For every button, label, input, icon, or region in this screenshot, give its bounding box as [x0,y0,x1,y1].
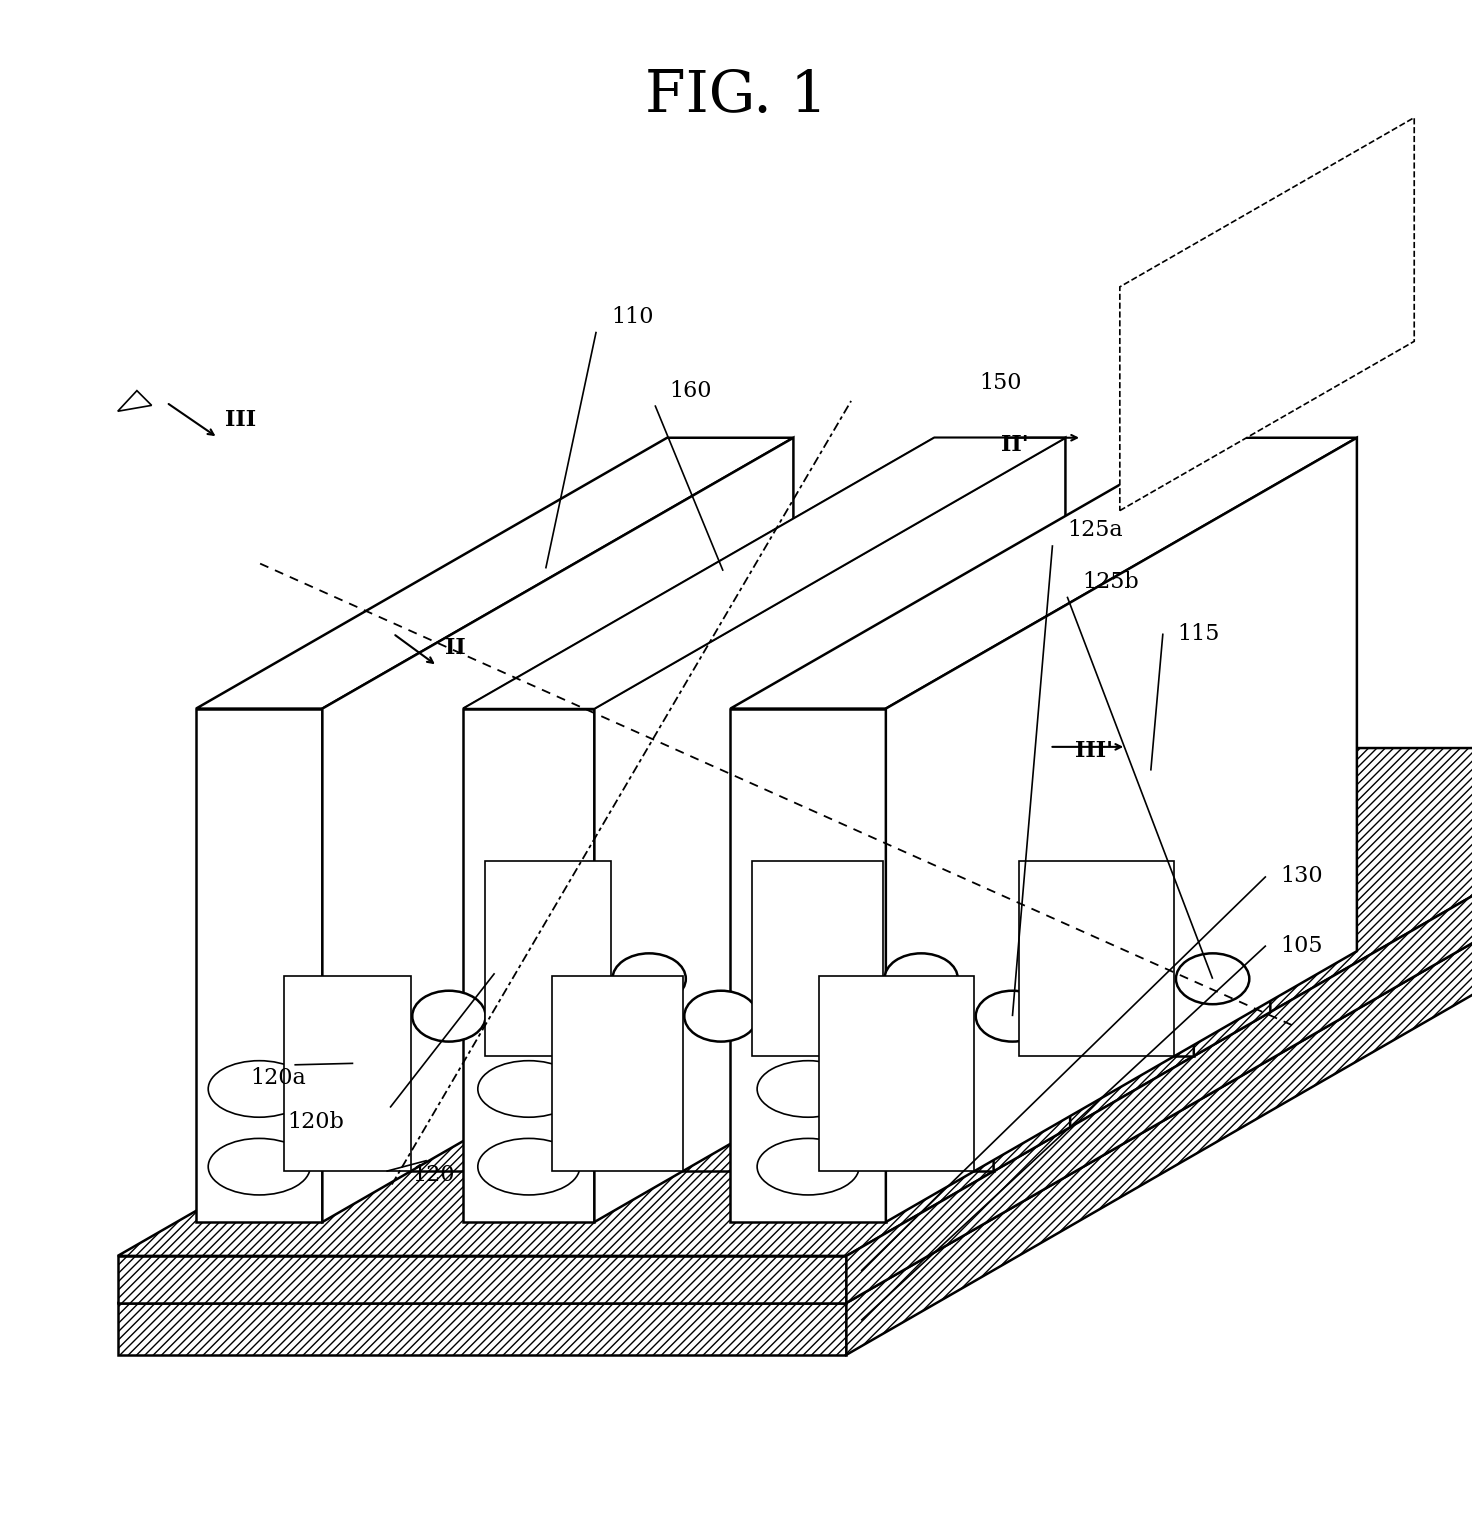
Polygon shape [196,438,793,709]
Polygon shape [464,438,1066,709]
Text: 115: 115 [1178,622,1220,645]
Polygon shape [464,438,1066,709]
Polygon shape [265,976,994,1172]
Ellipse shape [412,991,486,1042]
Polygon shape [846,795,1472,1354]
Text: 105: 105 [1281,935,1323,956]
Polygon shape [118,1304,846,1354]
Polygon shape [464,709,595,1223]
Polygon shape [265,931,1070,976]
Text: 125a: 125a [1067,519,1123,541]
Text: 150: 150 [979,372,1022,394]
Polygon shape [118,1256,846,1304]
Text: III': III' [1075,740,1113,763]
Text: III: III [225,409,256,430]
Ellipse shape [478,1138,580,1195]
Polygon shape [322,438,793,1223]
Text: 160: 160 [670,380,712,401]
Ellipse shape [976,991,1050,1042]
Polygon shape [730,438,1357,709]
Ellipse shape [208,1060,311,1117]
Text: FIG. 1: FIG. 1 [645,69,827,124]
Text: 125b: 125b [1082,571,1139,593]
Polygon shape [846,748,1472,1304]
Ellipse shape [1176,953,1250,1003]
Polygon shape [752,861,883,1056]
Ellipse shape [612,953,686,1003]
Text: 120a: 120a [250,1068,306,1089]
Text: II: II [445,637,465,659]
Polygon shape [284,976,411,1172]
Polygon shape [886,438,1357,1223]
Ellipse shape [757,1060,860,1117]
Text: 110: 110 [611,306,654,328]
Polygon shape [465,817,1270,861]
Text: II': II' [1001,434,1029,457]
Ellipse shape [208,1138,311,1195]
Polygon shape [118,391,152,411]
Polygon shape [818,976,974,1172]
Polygon shape [595,438,1066,1223]
Polygon shape [484,861,611,1056]
Polygon shape [1120,118,1415,510]
Polygon shape [1194,817,1270,1056]
Ellipse shape [757,1138,860,1195]
Polygon shape [465,861,1194,1056]
Text: 130: 130 [1281,866,1323,887]
Polygon shape [118,795,1472,1304]
Polygon shape [994,931,1070,1172]
Polygon shape [196,709,322,1223]
Polygon shape [552,976,683,1172]
Text: 120b: 120b [287,1111,344,1134]
Polygon shape [730,709,886,1223]
Ellipse shape [478,1060,580,1117]
Text: 120: 120 [412,1164,455,1186]
Polygon shape [1019,861,1175,1056]
Ellipse shape [885,953,958,1003]
Ellipse shape [684,991,758,1042]
Polygon shape [118,748,1472,1256]
